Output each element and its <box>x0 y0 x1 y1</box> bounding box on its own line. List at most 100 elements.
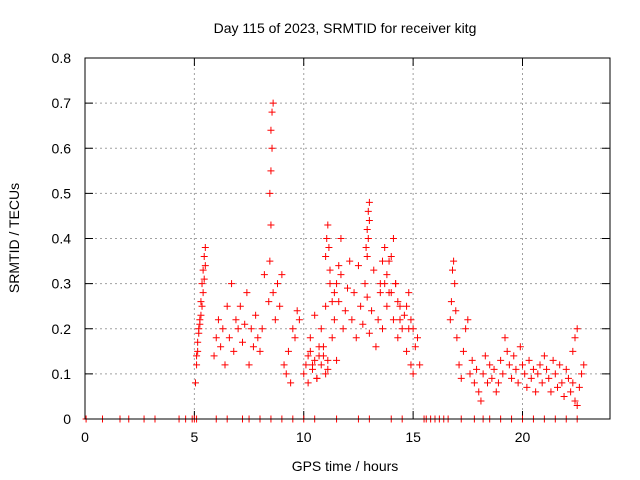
data-point <box>335 262 343 270</box>
data-point <box>247 325 255 333</box>
data-point <box>569 379 577 387</box>
data-point <box>201 244 209 252</box>
data-point <box>525 356 533 364</box>
data-point <box>477 397 485 405</box>
data-point <box>350 289 358 297</box>
data-point <box>239 338 246 346</box>
data-point <box>383 271 391 279</box>
data-point <box>464 316 472 324</box>
plot-frame <box>84 57 611 420</box>
data-point <box>484 379 491 387</box>
y-tick-label: 0.3 <box>52 276 72 292</box>
data-point <box>481 352 489 360</box>
data-point <box>197 298 205 306</box>
data-point <box>319 343 327 351</box>
data-point <box>407 316 415 324</box>
data-point <box>394 334 402 342</box>
x-tick-label: 20 <box>515 429 531 445</box>
data-point <box>295 316 303 324</box>
data-point <box>396 302 404 310</box>
data-point <box>409 325 417 333</box>
data-point <box>282 370 290 378</box>
y-tick-label: 0.5 <box>52 185 72 201</box>
data-point <box>333 356 341 364</box>
data-point <box>514 379 522 387</box>
data-point <box>194 347 202 355</box>
data-point <box>278 271 286 279</box>
data-point <box>348 316 356 324</box>
data-point <box>578 370 586 378</box>
data-point <box>573 325 581 333</box>
data-point <box>510 352 518 360</box>
y-tick-label: 0.1 <box>52 366 72 382</box>
data-point <box>324 221 332 229</box>
data-point <box>503 347 511 355</box>
data-point <box>381 244 389 252</box>
data-point <box>479 370 487 378</box>
data-point <box>385 257 393 265</box>
data-point <box>268 144 276 152</box>
data-point <box>337 235 345 242</box>
data-point <box>228 280 236 288</box>
data-point <box>223 302 231 310</box>
data-point <box>554 383 561 391</box>
data-point <box>490 365 498 373</box>
grid-lines <box>85 58 610 419</box>
data-point <box>252 311 260 319</box>
data-point <box>449 266 456 274</box>
x-tick-label: 10 <box>296 429 312 445</box>
data-point <box>200 275 208 283</box>
data-point <box>370 266 378 274</box>
data-point <box>260 271 268 279</box>
data-point <box>212 334 220 342</box>
y-axis-label: SRMTID / TECUs <box>6 183 22 293</box>
data-point <box>365 198 373 206</box>
data-point <box>379 257 386 265</box>
data-point <box>376 289 384 297</box>
data-point <box>470 379 478 387</box>
data-point <box>389 316 397 324</box>
data-point <box>540 352 548 360</box>
data-point <box>475 388 483 396</box>
data-point <box>271 316 279 324</box>
data-point <box>330 316 338 324</box>
data-point <box>411 343 419 351</box>
data-point <box>214 316 222 324</box>
data-point <box>486 361 494 369</box>
data-point <box>315 352 323 360</box>
data-point <box>200 253 208 261</box>
data-point <box>287 379 295 387</box>
data-point <box>453 334 461 342</box>
chart-title: Day 115 of 2023, SRMTID for receiver kit… <box>214 20 477 36</box>
data-point <box>523 383 531 391</box>
data-point <box>447 298 455 306</box>
data-point <box>385 289 393 297</box>
data-point <box>394 298 402 306</box>
data-point <box>219 325 227 333</box>
data-point <box>457 374 465 382</box>
data-point <box>311 311 319 319</box>
data-point <box>234 325 242 333</box>
data-point <box>532 388 540 396</box>
data-point <box>529 365 537 373</box>
data-point <box>492 388 500 396</box>
data-point <box>538 379 546 387</box>
data-point <box>280 361 288 369</box>
data-point <box>269 99 277 107</box>
data-point <box>196 320 204 328</box>
data-point <box>451 280 459 288</box>
axis-ticks: 0 0.1 0.2 0.3 0.4 0.5 0.6 0.7 0.8 0 5 10 15 20 <box>52 50 610 445</box>
data-point <box>556 361 564 369</box>
data-point <box>317 325 325 333</box>
data-point <box>368 307 376 315</box>
data-point <box>236 302 244 310</box>
data-point <box>339 325 347 333</box>
data-point <box>363 225 371 233</box>
data-point <box>450 257 458 265</box>
data-point <box>560 392 568 400</box>
data-point <box>199 266 207 274</box>
data-point <box>409 370 417 378</box>
data-point <box>558 379 566 387</box>
data-point <box>499 370 507 378</box>
data-point <box>337 271 345 279</box>
